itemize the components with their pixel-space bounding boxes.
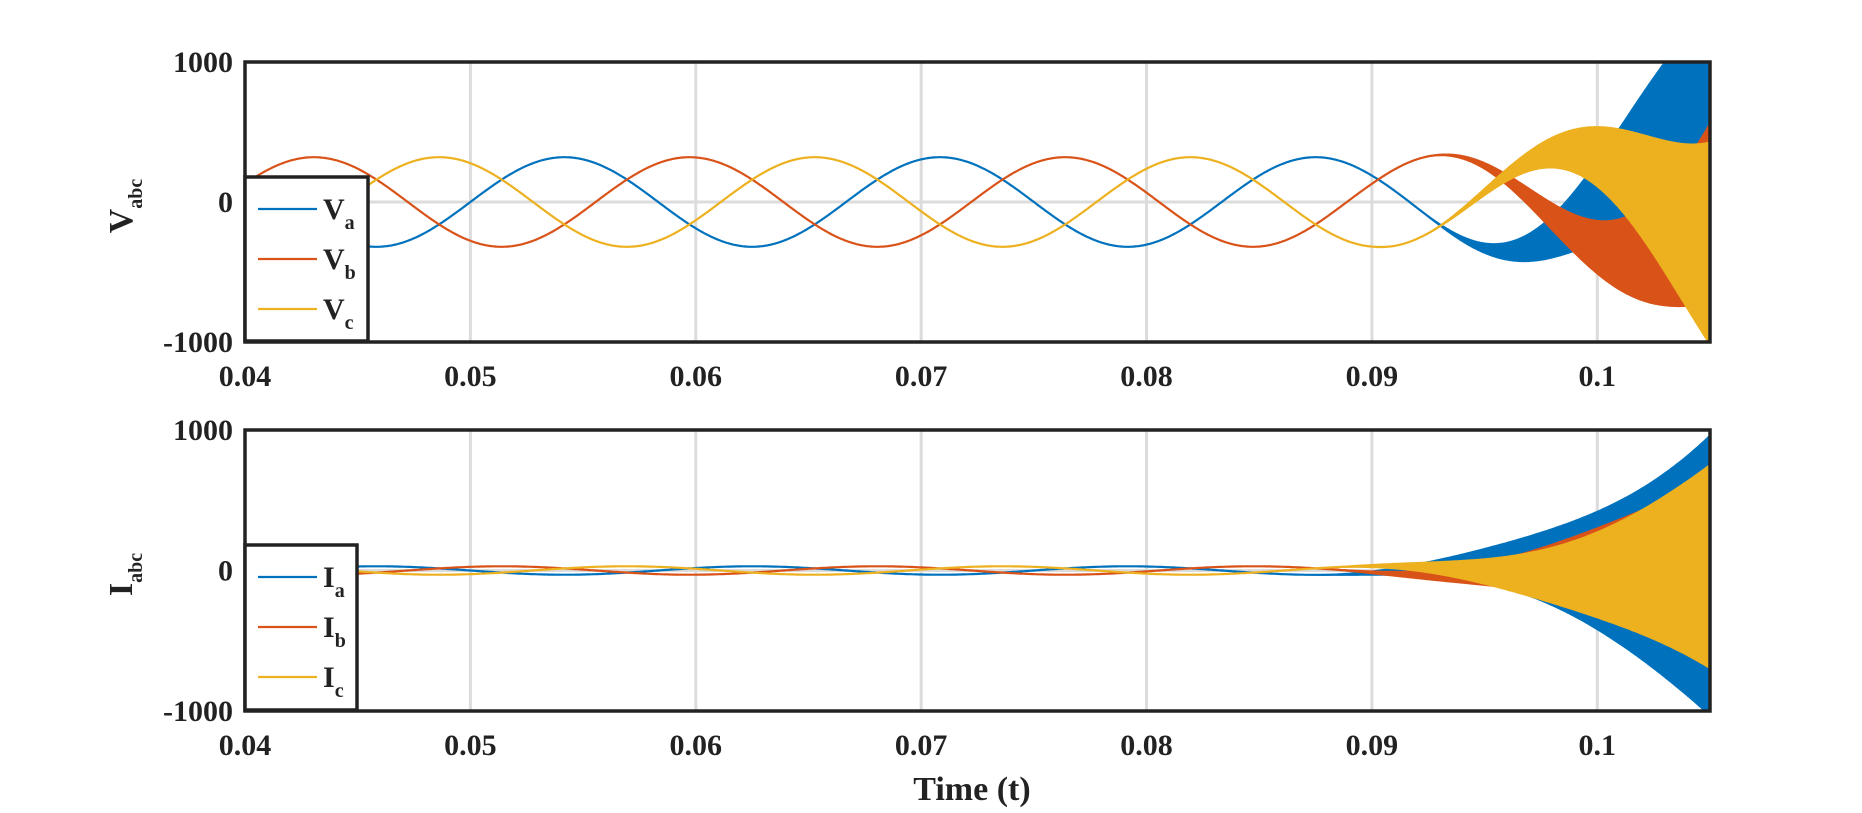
voltage-panel: 0.04 0.05 0.06 0.07 0.08 0.09 0.1 -1000 0 1000 Vab… (103, 46, 1712, 393)
x-tick-label: 0.1 (1579, 729, 1617, 762)
y-tick-label: -1000 (163, 326, 233, 359)
y-tick-label: 0 (218, 555, 233, 588)
x-tick-label: 0.07 (895, 360, 948, 393)
current-panel: 0.04 0.05 0.06 0.07 0.08 0.09 0.1 -1000 0 1000 Iab… (103, 414, 1712, 762)
x-tick-label: 0.08 (1120, 360, 1173, 393)
legend-entry-Va: Va (323, 193, 355, 234)
y-tick-label: 1000 (173, 414, 233, 447)
series-oscillation-band-Ic (1259, 463, 1710, 670)
y-axis-label: Vabc (103, 179, 147, 234)
y-tick-label: 0 (218, 186, 233, 219)
legend-entry-Vc: Vc (323, 293, 354, 334)
x-tick-label: 0.08 (1120, 729, 1173, 762)
series-group (245, 434, 1710, 711)
series-group (245, 62, 1710, 342)
x-axis-label: Time (t) (913, 771, 1030, 808)
y-tick-label: 1000 (173, 46, 233, 79)
x-tick-label: 0.06 (670, 360, 723, 393)
x-tick-label: 0.06 (670, 729, 723, 762)
y-tick-label: -1000 (163, 695, 233, 728)
x-tick-label: 0.05 (444, 360, 497, 393)
legend: Ia Ib Ic (243, 543, 359, 712)
legend-entry-Ib: Ib (323, 611, 346, 652)
legend: Va Vb Vc (243, 175, 370, 343)
x-tick-label: 0.04 (219, 360, 272, 393)
x-tick-label: 0.09 (1346, 729, 1399, 762)
x-tick-label: 0.07 (895, 729, 948, 762)
legend-entry-Ic: Ic (323, 661, 344, 702)
legend-entry-Vb: Vb (323, 243, 356, 284)
x-tick-label: 0.1 (1579, 360, 1617, 393)
legend-entry-Ia: Ia (323, 561, 345, 602)
x-tick-label: 0.04 (219, 729, 272, 762)
series-oscillation-band-Vc (1371, 126, 1710, 342)
x-tick-label: 0.05 (444, 729, 497, 762)
x-tick-label: 0.09 (1346, 360, 1399, 393)
series-oscillation-band-Vb (1371, 121, 1710, 308)
y-axis-label: Iabc (103, 553, 147, 596)
